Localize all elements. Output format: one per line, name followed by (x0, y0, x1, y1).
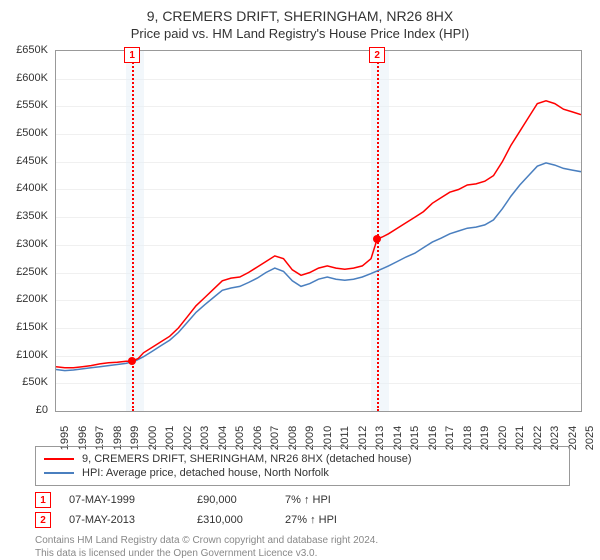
legend-panel: 9, CREMERS DRIFT, SHERINGHAM, NR26 8HX (… (35, 446, 570, 560)
y-tick-label: £300K (16, 238, 48, 250)
y-tick-label: £450K (16, 155, 48, 167)
sale-pct: 27% ↑ HPI (285, 514, 365, 526)
chart-plot-area: 12 (55, 50, 582, 412)
legend-item-price-paid: 9, CREMERS DRIFT, SHERINGHAM, NR26 8HX (… (44, 453, 561, 465)
sale-badge: 2 (35, 512, 51, 528)
legend-swatch (44, 458, 74, 460)
y-tick-label: £500K (16, 127, 48, 139)
x-axis: 1995199619971998199920002001200220032004… (55, 412, 580, 442)
attribution: Contains HM Land Registry data © Crown c… (35, 534, 570, 560)
legend-box: 9, CREMERS DRIFT, SHERINGHAM, NR26 8HX (… (35, 446, 570, 486)
y-tick-label: £250K (16, 266, 48, 278)
sale-badge: 1 (35, 492, 51, 508)
legend-item-hpi: HPI: Average price, detached house, Nort… (44, 467, 561, 479)
sale-price: £310,000 (197, 514, 267, 526)
y-tick-label: £150K (16, 321, 48, 333)
y-tick-label: £350K (16, 210, 48, 222)
chart-title: 9, CREMERS DRIFT, SHERINGHAM, NR26 8HX (0, 8, 600, 24)
y-tick-label: £0 (36, 404, 48, 416)
x-tick-label: 2025 (584, 426, 596, 450)
sale-row-2: 2 07-MAY-2013 £310,000 27% ↑ HPI (35, 512, 570, 528)
chart-subtitle: Price paid vs. HM Land Registry's House … (0, 26, 600, 41)
y-tick-label: £400K (16, 182, 48, 194)
legend-swatch (44, 472, 74, 474)
sale-date: 07-MAY-1999 (69, 494, 179, 506)
sale-price: £90,000 (197, 494, 267, 506)
y-tick-label: £50K (22, 376, 48, 388)
legend-label: HPI: Average price, detached house, Nort… (82, 467, 329, 479)
y-axis: £0£50K£100K£150K£200K£250K£300K£350K£400… (0, 50, 52, 410)
y-tick-label: £550K (16, 99, 48, 111)
series-price_paid (56, 101, 581, 368)
y-tick-label: £650K (16, 44, 48, 56)
y-tick-label: £100K (16, 349, 48, 361)
legend-label: 9, CREMERS DRIFT, SHERINGHAM, NR26 8HX (… (82, 453, 412, 465)
sale-row-1: 1 07-MAY-1999 £90,000 7% ↑ HPI (35, 492, 570, 508)
sale-date: 07-MAY-2013 (69, 514, 179, 526)
y-tick-label: £200K (16, 293, 48, 305)
y-tick-label: £600K (16, 72, 48, 84)
sale-point (373, 235, 381, 243)
series-hpi (56, 163, 581, 371)
chart-title-block: 9, CREMERS DRIFT, SHERINGHAM, NR26 8HX P… (0, 0, 600, 45)
sale-point (128, 357, 136, 365)
sale-pct: 7% ↑ HPI (285, 494, 365, 506)
